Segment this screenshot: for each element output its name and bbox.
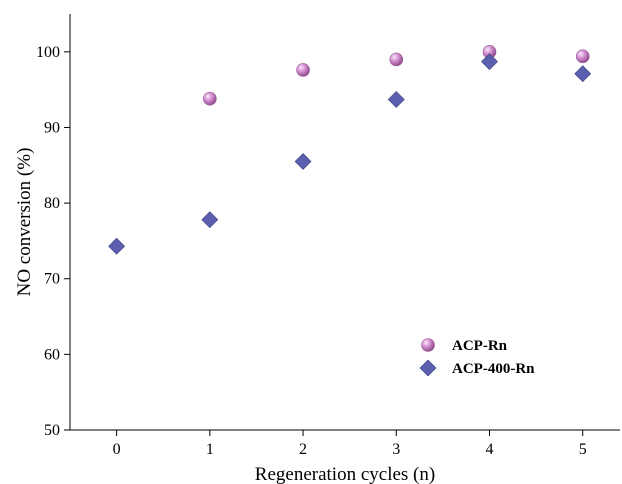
x-tick-label-2: 2 bbox=[299, 441, 307, 458]
y-tick-label-50: 50 bbox=[44, 422, 60, 439]
point-series-1-1 bbox=[201, 211, 219, 229]
point-series-1-4 bbox=[481, 53, 498, 71]
y-tick-label-70: 70 bbox=[44, 271, 60, 288]
legend-marker-acp-rn bbox=[421, 338, 435, 352]
legend-label-acp-rn: ACP-Rn bbox=[452, 338, 508, 354]
ticks: 50 60 70 80 90 100 0 1 2 3 4 5 bbox=[36, 44, 587, 458]
legend-item-acp-400-rn bbox=[419, 359, 437, 377]
y-tick-label-100: 100 bbox=[36, 44, 60, 61]
x-tick-label-0: 0 bbox=[113, 441, 121, 458]
legend-label-acp-400-rn: ACP-400-Rn bbox=[452, 361, 535, 377]
point-series-0-1 bbox=[296, 63, 310, 77]
point-series-0-2 bbox=[389, 52, 404, 67]
point-series-1-5 bbox=[574, 65, 592, 83]
x-tick-label-5: 5 bbox=[579, 441, 587, 458]
y-axis-title: NO conversion (%) bbox=[14, 148, 35, 297]
y-tick-label-60: 60 bbox=[44, 346, 60, 363]
x-axis-title: Regeneration cycles (n) bbox=[255, 464, 435, 484]
point-series-0-0 bbox=[203, 91, 217, 106]
legend-marker-acp-400-rn bbox=[419, 359, 437, 377]
point-series-1-2 bbox=[294, 153, 312, 170]
point-series-0-4 bbox=[575, 49, 590, 64]
point-series-1-3 bbox=[387, 91, 405, 108]
y-tick-label-80: 80 bbox=[44, 195, 60, 212]
x-tick-label-4: 4 bbox=[485, 441, 493, 458]
axes bbox=[69, 14, 620, 431]
data-marks bbox=[108, 45, 592, 255]
x-tick-label-3: 3 bbox=[392, 441, 400, 458]
legend-item-acp-rn bbox=[421, 338, 435, 352]
point-series-1-0 bbox=[108, 237, 126, 255]
y-tick-label-90: 90 bbox=[44, 119, 60, 136]
legend: ACP-Rn ACP-400-Rn bbox=[419, 338, 535, 377]
x-tick-label-1: 1 bbox=[206, 441, 214, 458]
